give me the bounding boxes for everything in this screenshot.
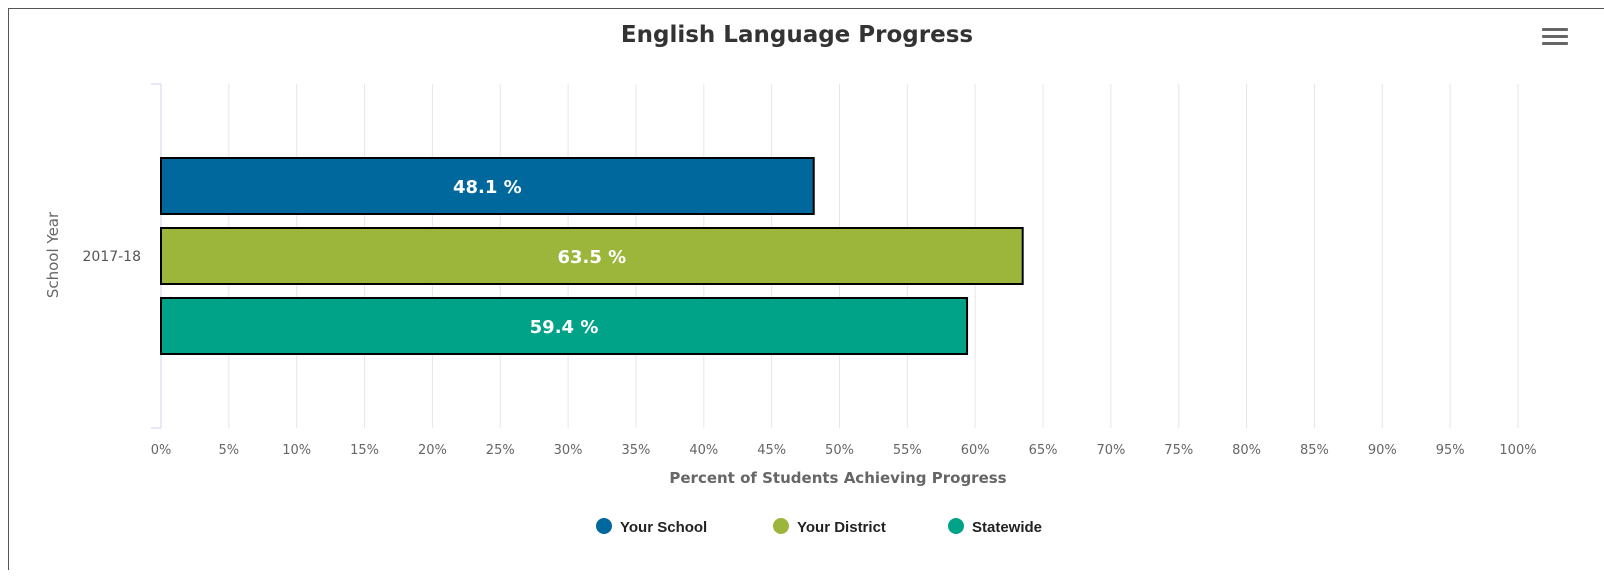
bar-statewide (160, 297, 969, 355)
legend-marker (773, 518, 789, 534)
legend-label: Your District (797, 519, 886, 536)
menu-line (1542, 35, 1568, 38)
x-tick-label: 35% (621, 443, 650, 458)
x-tick-label: 80% (1232, 443, 1261, 458)
x-tick-label: 70% (1096, 443, 1125, 458)
legend-label: Your School (620, 519, 707, 536)
bar-group: 48.1 % 63.5 % 59.4 % (160, 157, 1024, 355)
x-tick-label: 60% (961, 443, 990, 458)
hamburger-menu-icon[interactable] (1542, 28, 1568, 50)
x-tick-label: 20% (418, 443, 447, 458)
y-axis-label: School Year (44, 211, 62, 298)
bar-data-label: 63.5 % (557, 247, 626, 268)
x-tick-label: 30% (554, 443, 583, 458)
menu-line (1542, 42, 1568, 45)
x-axis-ticks: 0% 5% 10% 15% 20% 25% 30% 35% 40% 45% 50% 55% 60% 65%… (151, 443, 1537, 458)
x-tick-label: 100% (1499, 443, 1536, 458)
x-tick-label: 5% (219, 443, 240, 458)
x-tick-label: 15% (350, 443, 379, 458)
bar-your-district (160, 227, 1024, 285)
x-tick-label: 25% (486, 443, 515, 458)
bar-data-label: 59.4 % (530, 317, 599, 338)
chart-frame (8, 8, 1604, 570)
legend-label: Statewide (972, 519, 1042, 536)
bar-your-school (160, 157, 815, 215)
x-tick-label: 0% (151, 443, 172, 458)
x-tick-label: 90% (1368, 443, 1397, 458)
legend-marker (948, 518, 964, 534)
y-category-label: 2017-18 (83, 249, 142, 265)
x-tick-label: 40% (689, 443, 718, 458)
x-tick-label: 65% (1029, 443, 1058, 458)
x-tick-label: 95% (1436, 443, 1465, 458)
legend-marker (596, 518, 612, 534)
chart-title: English Language Progress (621, 22, 973, 48)
bar-data-label: 48.1 % (453, 177, 522, 198)
x-tick-label: 45% (757, 443, 786, 458)
x-tick-label: 50% (825, 443, 854, 458)
x-tick-label: 85% (1300, 443, 1329, 458)
x-tick-label: 10% (282, 443, 311, 458)
x-tick-label: 55% (893, 443, 922, 458)
menu-line (1542, 28, 1568, 31)
legend: Your School Your District Statewide (596, 518, 1042, 536)
x-tick-label: 75% (1164, 443, 1193, 458)
x-axis-label: Percent of Students Achieving Progress (669, 469, 1006, 487)
y-axis-categories: 2017-18 (83, 249, 142, 265)
